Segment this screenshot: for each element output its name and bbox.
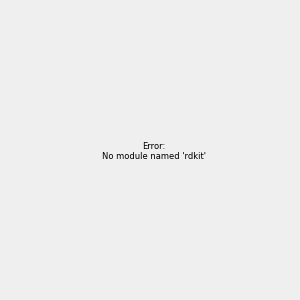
Text: Error:
No module named 'rdkit': Error: No module named 'rdkit' (102, 142, 206, 161)
